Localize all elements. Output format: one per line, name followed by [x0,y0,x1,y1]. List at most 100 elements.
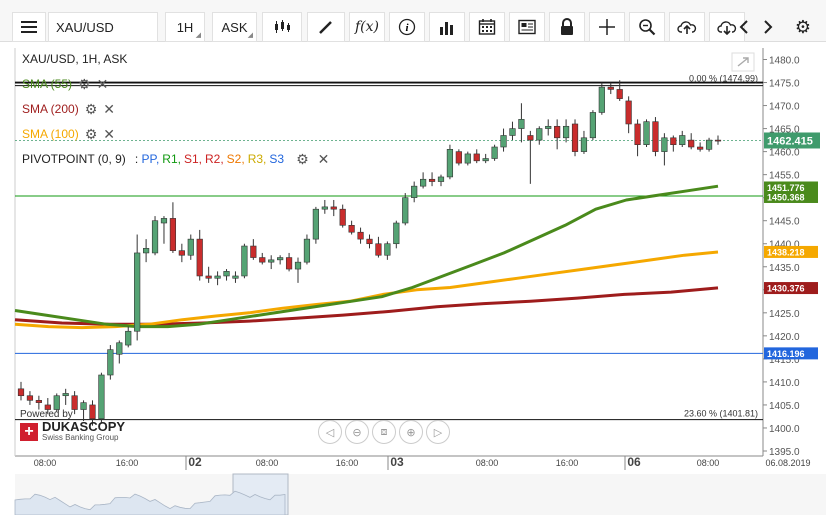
gear-icon[interactable]: ⚙ [78,76,91,92]
reset-zoom-icon[interactable]: ⧈ [372,420,396,444]
candle-body[interactable] [562,125,570,139]
download-button[interactable] [709,12,745,42]
candle-body[interactable] [643,121,650,146]
candle-body[interactable] [250,245,257,258]
gear-icon[interactable]: ⚙ [84,101,98,117]
candle-body[interactable] [26,395,34,401]
lock-button[interactable] [549,12,585,42]
zoom-in-icon[interactable]: ⊕ [399,420,423,444]
scroll-left-icon[interactable]: ◁ [318,420,342,444]
candle-body[interactable] [232,275,239,279]
candle-body[interactable] [571,123,579,152]
candle-body[interactable] [616,89,623,99]
candle-body[interactable] [285,257,293,270]
candle-body[interactable] [705,139,713,150]
candle-body[interactable] [679,135,686,146]
candle-body[interactable] [89,404,96,420]
candle-body[interactable] [455,151,462,164]
candle-body[interactable] [125,330,132,346]
candle-body[interactable] [518,119,525,129]
fx-indicator-button[interactable]: f(x) [349,12,385,42]
candle-body[interactable] [223,271,230,277]
close-icon[interactable]: ✕ [103,126,115,142]
candle-body[interactable] [375,243,382,256]
candle-body[interactable] [652,121,659,152]
candle-body[interactable] [71,395,78,410]
price-chart[interactable]: 1395.0 1400.0 1405.0 1410.0 1415.0 1420.0 1425… [0,42,826,515]
legend-pivotpoint[interactable]: PIVOTPOINT (0, 9) : PP, R1, S1, R2, S2, R3, S3… [22,152,332,166]
candle-body[interactable] [17,388,25,397]
candle-body[interactable] [670,137,677,146]
candle-body[interactable] [661,137,668,152]
expand-icon[interactable] [737,57,749,67]
candle-body[interactable] [259,257,266,263]
candle-body[interactable] [53,395,60,410]
candle-body[interactable] [196,238,203,277]
candle-body[interactable] [411,185,418,198]
legend-sma100[interactable]: SMA (100) ⚙ ✕ [22,127,115,141]
scroll-right-icon[interactable]: ▷ [426,420,450,444]
candle-body[interactable] [357,231,364,240]
candle-body[interactable] [321,206,328,210]
candle-body[interactable] [554,125,561,139]
candle-body[interactable] [697,146,704,150]
candle-body[interactable] [402,197,409,224]
candle-body[interactable] [464,153,471,164]
candle-body[interactable] [509,128,516,136]
candle-body[interactable] [160,218,168,224]
candle-body[interactable] [98,374,105,420]
candle-body[interactable] [482,158,489,162]
candle-body[interactable] [473,153,480,162]
candle-body[interactable] [714,139,722,142]
gear-icon[interactable]: ⚙ [84,126,98,142]
candle-body[interactable] [625,100,632,125]
candle-body[interactable] [143,248,150,254]
candle-body[interactable] [527,135,534,141]
candle-body[interactable] [107,349,114,376]
candle-body[interactable] [348,225,355,233]
candle-body[interactable] [151,220,159,254]
forward-arrow-button[interactable] [758,12,778,42]
candle-body[interactable] [384,243,391,256]
timeframe-selector[interactable]: 1H ◢ [165,12,205,42]
side-selector[interactable]: ASK ◢ [212,12,257,42]
calendar-button[interactable] [469,12,505,42]
candle-body[interactable] [589,112,596,139]
candle-body[interactable] [312,208,319,240]
candle-body[interactable] [44,404,51,410]
close-icon[interactable]: ✕ [96,76,109,92]
candle-body[interactable] [80,402,87,410]
close-icon[interactable]: ✕ [103,101,115,117]
candle-body[interactable] [268,259,275,263]
upload-button[interactable] [669,12,705,42]
candle-body[interactable] [241,245,248,277]
candle-body[interactable] [178,250,185,256]
legend-sma55[interactable]: SMA (55) ⚙ ✕ [22,77,108,91]
candle-body[interactable] [446,149,454,178]
info-button[interactable]: i [389,12,425,42]
candlestick-type-button[interactable] [262,12,302,42]
candle-body[interactable] [634,123,641,146]
candle-body[interactable] [134,252,141,332]
settings-gear-button[interactable]: ⚙ [788,12,818,42]
candle-body[interactable] [500,135,507,148]
symbol-selector[interactable]: XAU/USD [48,12,158,42]
candle-body[interactable] [339,208,346,226]
candle-body[interactable] [116,342,123,355]
candle-body[interactable] [491,146,498,159]
candle-body[interactable] [536,128,543,141]
candle-body[interactable] [187,238,194,256]
zoom-button[interactable] [629,12,665,42]
close-icon[interactable]: ✕ [317,151,330,167]
back-arrow-button[interactable] [734,12,754,42]
crosshair-button[interactable] [589,12,625,42]
candle-body[interactable] [205,275,212,279]
news-button[interactable] [509,12,545,42]
candle-body[interactable] [428,178,436,182]
candle-body[interactable] [366,238,373,245]
candle-body[interactable] [62,393,69,397]
candle-body[interactable] [169,218,177,251]
candle-body[interactable] [688,139,695,148]
gear-icon[interactable]: ⚙ [296,151,309,167]
candle-body[interactable] [545,125,552,129]
